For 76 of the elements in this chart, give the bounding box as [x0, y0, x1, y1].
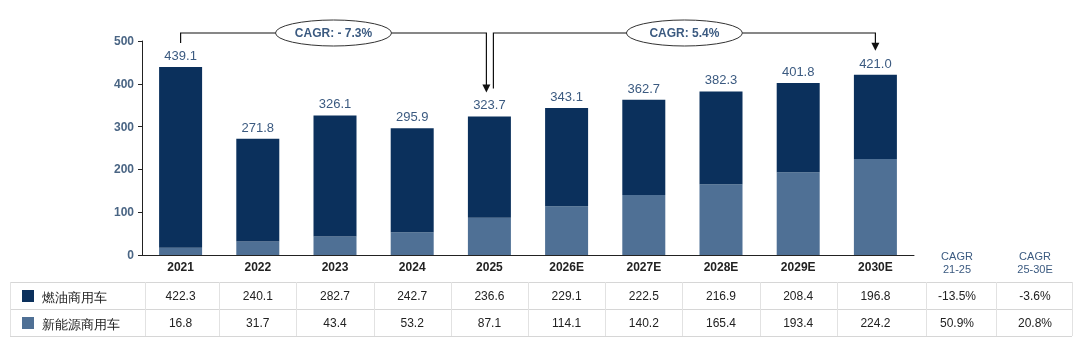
x-tick-label: 2029E	[780, 260, 816, 274]
total-label: 421.0	[859, 55, 892, 71]
total-label: 343.1	[550, 89, 583, 105]
bar	[622, 194, 666, 255]
bar	[236, 138, 280, 242]
data-label: 216.9	[705, 289, 737, 303]
data-label: 224.2	[860, 316, 891, 330]
x-tick-label: 2026E	[549, 260, 584, 274]
total-label: 439.1	[164, 48, 197, 64]
bar	[467, 116, 511, 218]
text: 20.8%	[1017, 316, 1053, 330]
data-label: 242.7	[397, 289, 428, 303]
data-label: 422.3	[165, 289, 196, 303]
bar	[159, 247, 203, 255]
bar	[313, 115, 357, 237]
data-label: 165.4	[705, 316, 737, 330]
legend-label: 燃油商用车	[42, 289, 107, 307]
x-tick-label: 2030E	[858, 260, 893, 274]
y-tick-label: 300	[113, 119, 135, 134]
text: CAGR 21-25	[941, 250, 973, 276]
data-label: 43.4	[323, 316, 347, 330]
text: -13.5%	[937, 289, 977, 303]
bar	[159, 67, 203, 248]
bar	[390, 128, 434, 233]
total-label: 382.3	[704, 72, 738, 88]
bar	[776, 83, 820, 173]
data-label: 282.7	[319, 289, 351, 303]
text: -3.6%	[1019, 289, 1051, 303]
data-label: 140.2	[628, 316, 659, 330]
bar	[853, 74, 897, 160]
text: CAGR: - 7.3%	[294, 26, 373, 40]
data-label: 87.1	[477, 316, 502, 330]
bar	[853, 159, 897, 255]
y-tick-label: 500	[113, 34, 135, 48]
total-label: 326.1	[318, 96, 352, 112]
text: CAGR 25-30E	[1017, 250, 1053, 276]
bar	[545, 108, 589, 207]
x-tick-label: 2021	[167, 260, 195, 274]
data-label: 240.1	[242, 289, 273, 303]
data-label: 53.2	[400, 316, 424, 330]
total-label: 295.9	[395, 109, 429, 125]
x-tick-label: 2025	[476, 260, 504, 274]
data-label: 229.1	[551, 289, 582, 303]
data-label: 222.5	[628, 289, 659, 303]
total-label: 323.7	[473, 97, 506, 113]
bar	[313, 236, 357, 255]
text: 50.9%	[939, 316, 975, 330]
y-tick-label: 0	[127, 248, 135, 262]
legend-label: 新能源商用车	[42, 316, 120, 334]
data-label: 114.1	[552, 316, 582, 330]
x-tick-label: 2028E	[703, 260, 739, 274]
total-label: 401.8	[781, 64, 815, 80]
data-label: 31.7	[246, 316, 270, 330]
text: CAGR: 5.4%	[649, 26, 720, 40]
bar	[545, 206, 589, 255]
x-tick-label: 2023	[321, 260, 349, 274]
data-label: 208.4	[783, 289, 814, 303]
total-label: 362.7	[627, 80, 661, 96]
data-label: 236.6	[474, 289, 505, 303]
bar	[776, 172, 820, 255]
total-label: 271.8	[241, 119, 275, 135]
bar	[236, 241, 280, 255]
data-label: 196.8	[860, 289, 891, 303]
data-label: 16.8	[168, 316, 193, 330]
x-tick-label: 2022	[244, 260, 272, 274]
bar	[390, 232, 434, 255]
y-tick-label: 100	[113, 205, 135, 220]
x-tick-label: 2024	[398, 260, 426, 274]
y-tick-label: 200	[113, 162, 135, 177]
x-tick-label: 2027E	[626, 260, 662, 274]
data-label: 193.4	[783, 316, 814, 330]
y-tick-label: 400	[113, 76, 135, 91]
bar	[699, 184, 743, 255]
bar	[622, 99, 666, 195]
bar	[699, 91, 743, 185]
bar	[467, 217, 511, 255]
